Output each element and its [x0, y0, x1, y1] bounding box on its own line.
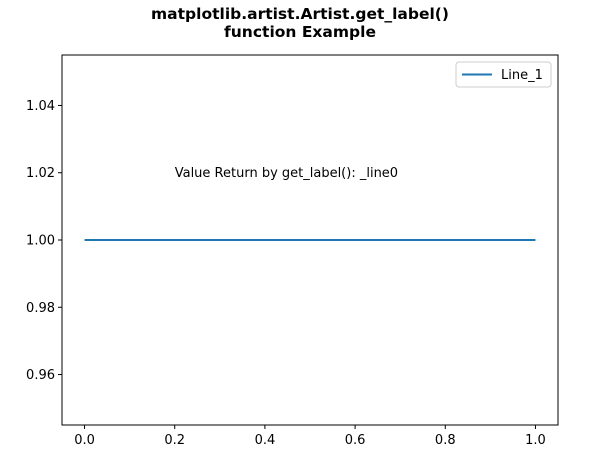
- chart-title-line-1: matplotlib.artist.Artist.get_label(): [151, 5, 449, 23]
- x-tick-label: 0.2: [164, 433, 185, 448]
- y-axis-ticks: 0.96 0.98 1.00 1.02 1.04: [26, 99, 62, 383]
- annotation-text: Value Return by get_label(): _line0: [175, 166, 398, 181]
- y-tick-label: 0.98: [26, 301, 55, 316]
- legend-box: [455, 61, 552, 88]
- x-tick-label: 0.6: [345, 433, 366, 448]
- x-tick-label: 1.0: [525, 433, 546, 448]
- x-tick-label: 0.4: [255, 433, 276, 448]
- y-tick-label: 0.96: [26, 368, 55, 383]
- legend-label: Line_1: [501, 68, 543, 83]
- y-tick-label: 1.02: [26, 166, 55, 181]
- plot-frame: [61, 54, 559, 426]
- x-tick-label: 0.8: [435, 433, 456, 448]
- y-tick-label: 1.00: [26, 234, 55, 249]
- x-tick-label: 0.0: [74, 433, 95, 448]
- y-tick-label: 1.04: [26, 99, 55, 114]
- x-axis-ticks: 0.0 0.2 0.4 0.6 0.8 1.0: [74, 425, 546, 448]
- chart-title-line-2: function Example: [224, 23, 376, 41]
- legend: Line_1: [455, 61, 552, 88]
